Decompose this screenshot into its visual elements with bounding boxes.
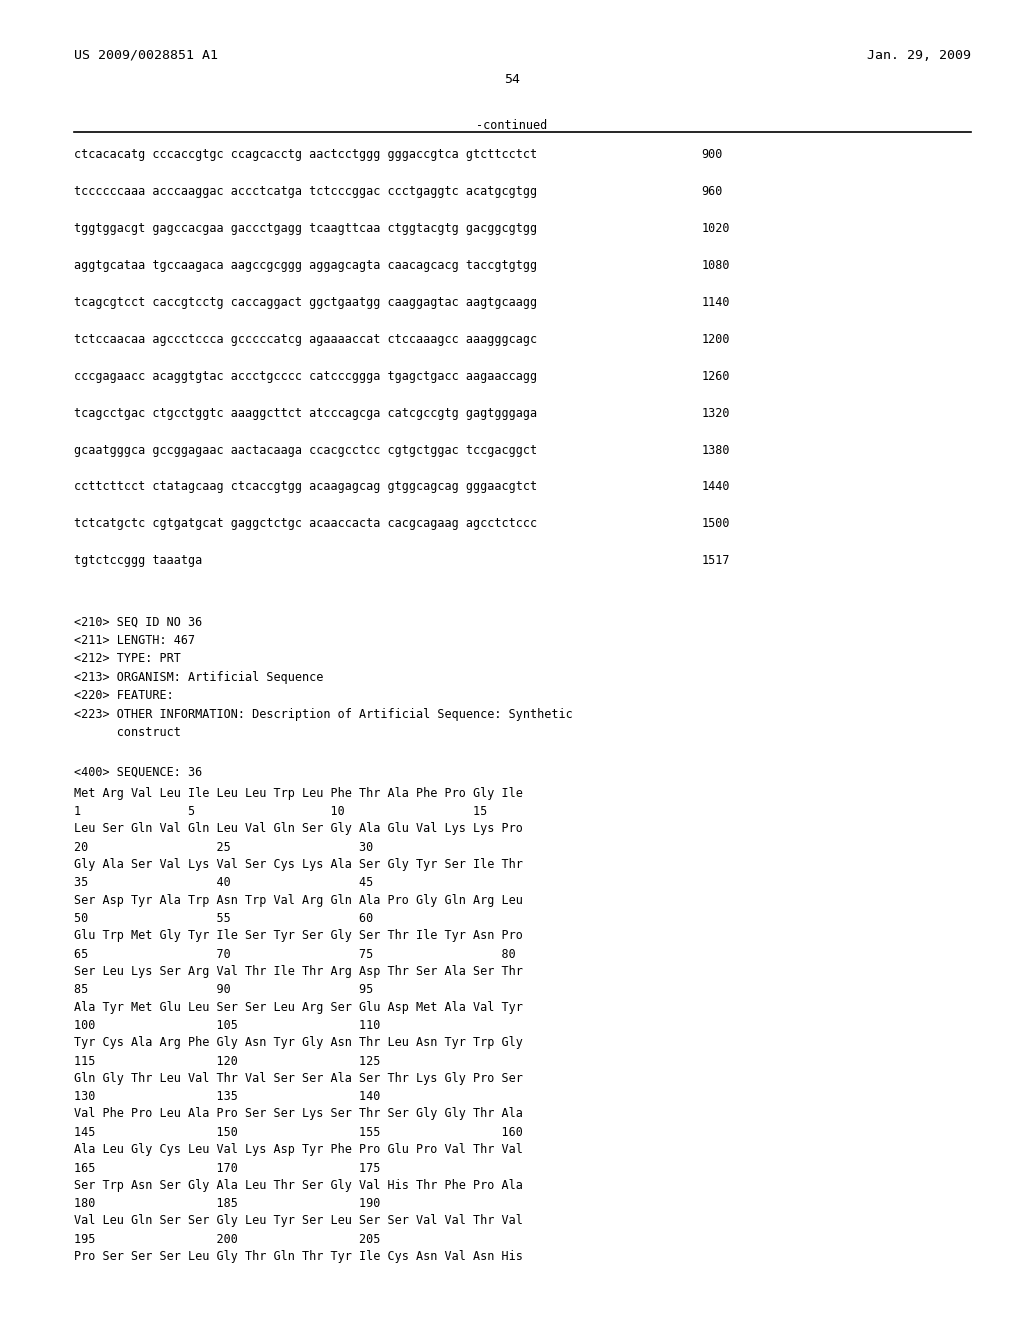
Text: Leu Ser Gln Val Gln Leu Val Gln Ser Gly Ala Glu Val Lys Lys Pro: Leu Ser Gln Val Gln Leu Val Gln Ser Gly … (74, 822, 522, 836)
Text: Pro Ser Ser Ser Leu Gly Thr Gln Thr Tyr Ile Cys Asn Val Asn His: Pro Ser Ser Ser Leu Gly Thr Gln Thr Tyr … (74, 1250, 522, 1263)
Text: tctccaacaa agccctccca gcccccatcg agaaaaccat ctccaaagcc aaagggcagc: tctccaacaa agccctccca gcccccatcg agaaaac… (74, 333, 537, 346)
Text: <211> LENGTH: 467: <211> LENGTH: 467 (74, 634, 195, 647)
Text: 1440: 1440 (701, 480, 730, 494)
Text: 1380: 1380 (701, 444, 730, 457)
Text: ccttcttcct ctatagcaag ctcaccgtgg acaagagcag gtggcagcag gggaacgtct: ccttcttcct ctatagcaag ctcaccgtgg acaagag… (74, 480, 537, 494)
Text: 100                 105                 110: 100 105 110 (74, 1019, 380, 1032)
Text: Ser Asp Tyr Ala Trp Asn Trp Val Arg Gln Ala Pro Gly Gln Arg Leu: Ser Asp Tyr Ala Trp Asn Trp Val Arg Gln … (74, 894, 522, 907)
Text: 1               5                   10                  15: 1 5 10 15 (74, 805, 487, 818)
Text: gcaatgggca gccggagaac aactacaaga ccacgcctcc cgtgctggac tccgacggct: gcaatgggca gccggagaac aactacaaga ccacgcc… (74, 444, 537, 457)
Text: Ser Leu Lys Ser Arg Val Thr Ile Thr Arg Asp Thr Ser Ala Ser Thr: Ser Leu Lys Ser Arg Val Thr Ile Thr Arg … (74, 965, 522, 978)
Text: 20                  25                  30: 20 25 30 (74, 841, 373, 854)
Text: <210> SEQ ID NO 36: <210> SEQ ID NO 36 (74, 615, 202, 628)
Text: tccccccaaa acccaaggac accctcatga tctcccggac ccctgaggtc acatgcgtgg: tccccccaaa acccaaggac accctcatga tctcccg… (74, 185, 537, 198)
Text: 1260: 1260 (701, 370, 730, 383)
Text: <213> ORGANISM: Artificial Sequence: <213> ORGANISM: Artificial Sequence (74, 671, 324, 684)
Text: tctcatgctc cgtgatgcat gaggctctgc acaaccacta cacgcagaag agcctctccc: tctcatgctc cgtgatgcat gaggctctgc acaacca… (74, 517, 537, 531)
Text: Ala Leu Gly Cys Leu Val Lys Asp Tyr Phe Pro Glu Pro Val Thr Val: Ala Leu Gly Cys Leu Val Lys Asp Tyr Phe … (74, 1143, 522, 1156)
Text: 85                  90                  95: 85 90 95 (74, 983, 373, 997)
Text: 1080: 1080 (701, 259, 730, 272)
Text: aggtgcataa tgccaagaca aagccgcggg aggagcagta caacagcacg taccgtgtgg: aggtgcataa tgccaagaca aagccgcggg aggagca… (74, 259, 537, 272)
Text: Jan. 29, 2009: Jan. 29, 2009 (866, 49, 971, 62)
Text: tggtggacgt gagccacgaa gaccctgagg tcaagttcaa ctggtacgtg gacggcgtgg: tggtggacgt gagccacgaa gaccctgagg tcaagtt… (74, 222, 537, 235)
Text: 165                 170                 175: 165 170 175 (74, 1162, 380, 1175)
Text: Tyr Cys Ala Arg Phe Gly Asn Tyr Gly Asn Thr Leu Asn Tyr Trp Gly: Tyr Cys Ala Arg Phe Gly Asn Tyr Gly Asn … (74, 1036, 522, 1049)
Text: 1500: 1500 (701, 517, 730, 531)
Text: 50                  55                  60: 50 55 60 (74, 912, 373, 925)
Text: <212> TYPE: PRT: <212> TYPE: PRT (74, 652, 180, 665)
Text: 1320: 1320 (701, 407, 730, 420)
Text: 65                  70                  75                  80: 65 70 75 80 (74, 948, 515, 961)
Text: Val Phe Pro Leu Ala Pro Ser Ser Lys Ser Thr Ser Gly Gly Thr Ala: Val Phe Pro Leu Ala Pro Ser Ser Lys Ser … (74, 1107, 522, 1121)
Text: Val Leu Gln Ser Ser Gly Leu Tyr Ser Leu Ser Ser Val Val Thr Val: Val Leu Gln Ser Ser Gly Leu Tyr Ser Leu … (74, 1214, 522, 1228)
Text: Gln Gly Thr Leu Val Thr Val Ser Ser Ala Ser Thr Lys Gly Pro Ser: Gln Gly Thr Leu Val Thr Val Ser Ser Ala … (74, 1072, 522, 1085)
Text: 960: 960 (701, 185, 723, 198)
Text: Ala Tyr Met Glu Leu Ser Ser Leu Arg Ser Glu Asp Met Ala Val Tyr: Ala Tyr Met Glu Leu Ser Ser Leu Arg Ser … (74, 1001, 522, 1014)
Text: Glu Trp Met Gly Tyr Ile Ser Tyr Ser Gly Ser Thr Ile Tyr Asn Pro: Glu Trp Met Gly Tyr Ile Ser Tyr Ser Gly … (74, 929, 522, 942)
Text: tcagcctgac ctgcctggtc aaaggcttct atcccagcga catcgccgtg gagtgggaga: tcagcctgac ctgcctggtc aaaggcttct atcccag… (74, 407, 537, 420)
Text: ctcacacatg cccaccgtgc ccagcacctg aactcctggg gggaccgtca gtcttcctct: ctcacacatg cccaccgtgc ccagcacctg aactcct… (74, 148, 537, 161)
Text: 195                 200                 205: 195 200 205 (74, 1233, 380, 1246)
Text: -continued: -continued (476, 119, 548, 132)
Text: construct: construct (74, 726, 180, 739)
Text: 180                 185                 190: 180 185 190 (74, 1197, 380, 1210)
Text: <223> OTHER INFORMATION: Description of Artificial Sequence: Synthetic: <223> OTHER INFORMATION: Description of … (74, 708, 572, 721)
Text: 1517: 1517 (701, 554, 730, 568)
Text: cccgagaacc acaggtgtac accctgcccc catcccggga tgagctgacc aagaaccagg: cccgagaacc acaggtgtac accctgcccc catcccg… (74, 370, 537, 383)
Text: <220> FEATURE:: <220> FEATURE: (74, 689, 173, 702)
Text: Ser Trp Asn Ser Gly Ala Leu Thr Ser Gly Val His Thr Phe Pro Ala: Ser Trp Asn Ser Gly Ala Leu Thr Ser Gly … (74, 1179, 522, 1192)
Text: tgtctccggg taaatga: tgtctccggg taaatga (74, 554, 202, 568)
Text: 35                  40                  45: 35 40 45 (74, 876, 373, 890)
Text: 1020: 1020 (701, 222, 730, 235)
Text: 145                 150                 155                 160: 145 150 155 160 (74, 1126, 522, 1139)
Text: US 2009/0028851 A1: US 2009/0028851 A1 (74, 49, 218, 62)
Text: Gly Ala Ser Val Lys Val Ser Cys Lys Ala Ser Gly Tyr Ser Ile Thr: Gly Ala Ser Val Lys Val Ser Cys Lys Ala … (74, 858, 522, 871)
Text: 1140: 1140 (701, 296, 730, 309)
Text: 1200: 1200 (701, 333, 730, 346)
Text: 54: 54 (504, 73, 520, 86)
Text: Met Arg Val Leu Ile Leu Leu Trp Leu Phe Thr Ala Phe Pro Gly Ile: Met Arg Val Leu Ile Leu Leu Trp Leu Phe … (74, 787, 522, 800)
Text: <400> SEQUENCE: 36: <400> SEQUENCE: 36 (74, 766, 202, 779)
Text: 130                 135                 140: 130 135 140 (74, 1090, 380, 1104)
Text: 900: 900 (701, 148, 723, 161)
Text: tcagcgtcct caccgtcctg caccaggact ggctgaatgg caaggagtac aagtgcaagg: tcagcgtcct caccgtcctg caccaggact ggctgaa… (74, 296, 537, 309)
Text: 115                 120                 125: 115 120 125 (74, 1055, 380, 1068)
